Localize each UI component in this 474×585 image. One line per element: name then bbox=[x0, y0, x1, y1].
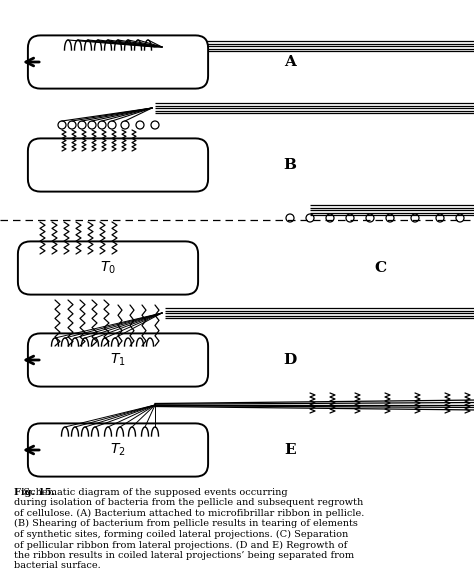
Text: $T_2$: $T_2$ bbox=[110, 442, 126, 458]
Text: Schematic diagram of the supposed events occurring
during isolation of bacteria : Schematic diagram of the supposed events… bbox=[14, 488, 365, 570]
Text: C: C bbox=[374, 261, 386, 275]
FancyBboxPatch shape bbox=[28, 139, 208, 192]
Text: Fig. 15.: Fig. 15. bbox=[14, 488, 55, 497]
Text: E: E bbox=[284, 443, 296, 457]
Text: B: B bbox=[283, 158, 297, 172]
Text: D: D bbox=[283, 353, 297, 367]
FancyBboxPatch shape bbox=[28, 424, 208, 477]
FancyBboxPatch shape bbox=[18, 242, 198, 295]
FancyBboxPatch shape bbox=[28, 36, 208, 88]
Text: $T_0$: $T_0$ bbox=[100, 260, 116, 276]
Text: $T_1$: $T_1$ bbox=[110, 352, 126, 368]
Text: A: A bbox=[284, 55, 296, 69]
FancyBboxPatch shape bbox=[28, 333, 208, 387]
